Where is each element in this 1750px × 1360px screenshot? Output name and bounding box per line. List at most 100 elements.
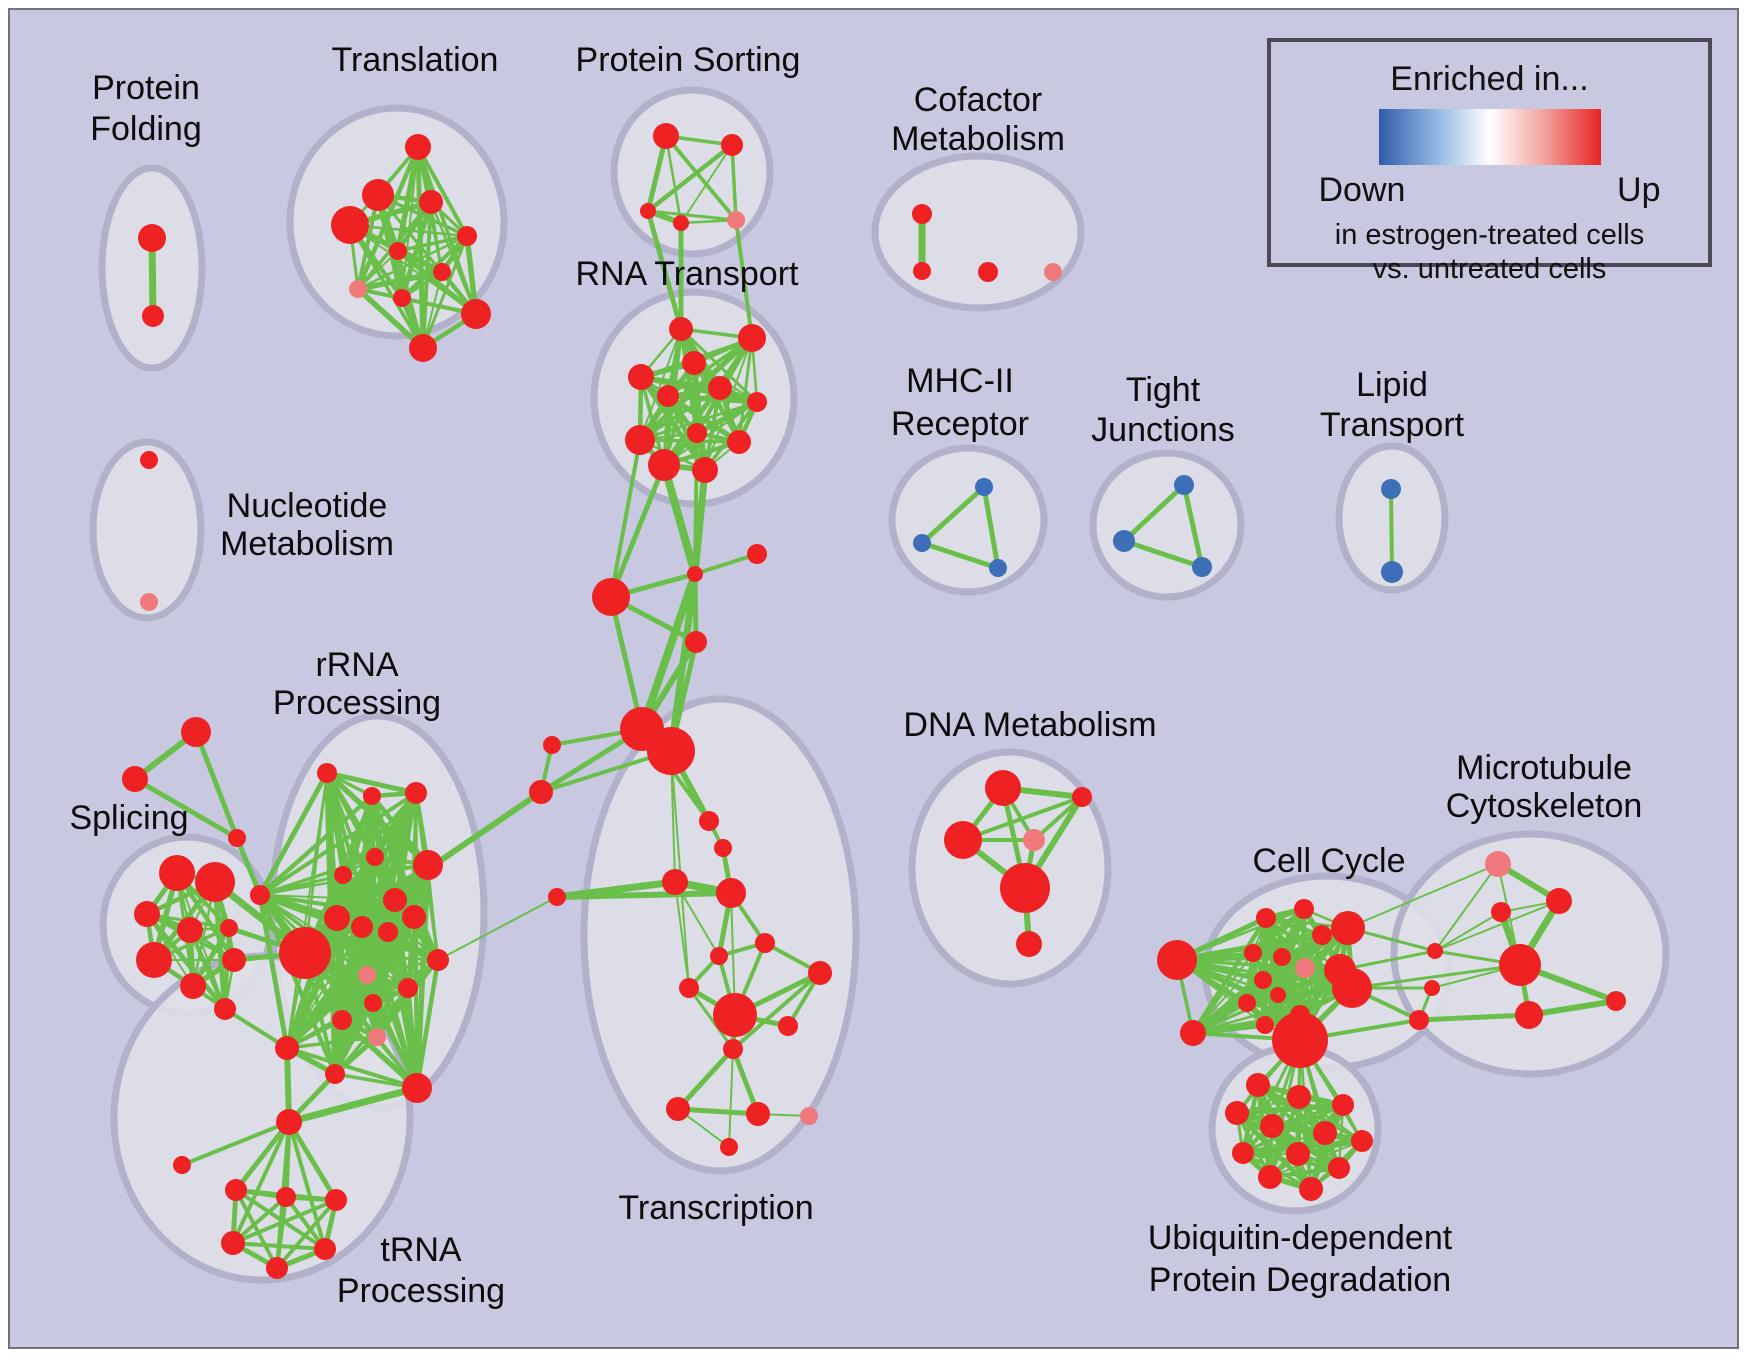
node-transcription-7 [713, 993, 757, 1037]
node-microtubule-cytoskeleton-0 [1485, 851, 1511, 877]
node-protein-sorting-4 [727, 211, 745, 229]
node-dna-metabolism-5 [1016, 931, 1042, 957]
network-edge [554, 890, 734, 900]
node-rna-transport-1 [738, 324, 766, 352]
node-splicing-8 [214, 998, 236, 1020]
network-edge [285, 1084, 421, 1126]
node-dna-metabolism-4 [1000, 863, 1050, 913]
node-mhc-ii-receptor-0 [975, 478, 993, 496]
network-edge [1175, 907, 1306, 962]
network-edge [675, 1046, 736, 1112]
node-cell-cycle-7 [1273, 948, 1291, 966]
network-edge [638, 400, 759, 442]
node-rrna-processing-17 [368, 1028, 386, 1046]
network-edge [180, 1120, 291, 1167]
node-translation-1 [362, 179, 394, 211]
network-edge [1191, 951, 1255, 1035]
node-rna-transport-3 [628, 364, 654, 390]
network-edge [608, 462, 667, 600]
network-edge [285, 958, 440, 1050]
network-edge [257, 793, 375, 898]
node-trna-processing-3 [276, 1187, 296, 1207]
node-trna-processing-7 [266, 1257, 288, 1279]
node-rrna-processing-6 [383, 888, 407, 912]
node-mid-chain-3 [685, 631, 707, 653]
node-cell-cycle-1 [1180, 1020, 1206, 1046]
node-rrna-processing-21 [325, 1064, 345, 1084]
network-edge [981, 484, 1001, 571]
network-edge [734, 218, 754, 340]
network-edge [234, 1188, 279, 1270]
node-trna-processing-4 [325, 1189, 347, 1211]
node-splicing-1 [195, 862, 235, 902]
node-trna-processing-5 [221, 1231, 245, 1255]
legend-gradient-bar [1378, 109, 1601, 165]
network-edge [687, 986, 735, 1051]
node-ubiquitin-degradation-5 [1313, 1121, 1337, 1145]
network-edge [730, 143, 738, 222]
network-edge [287, 1120, 327, 1251]
network-edge [396, 234, 469, 253]
node-mid-chain-6 [543, 736, 561, 754]
network-edge [144, 911, 228, 1012]
node-transcription-4 [755, 933, 775, 953]
node-tight-junctions-1 [1113, 530, 1135, 552]
node-splicing-satellite-0 [181, 717, 211, 747]
node-protein-folding-1 [142, 305, 164, 327]
node-ubiquitin-degradation-0 [1246, 1073, 1270, 1097]
network-edge [660, 461, 699, 578]
node-rrna-processing-14 [398, 978, 418, 998]
node-cofactor-metabolism-0 [912, 204, 932, 224]
protein-sorting-ellipse [610, 86, 774, 258]
node-transcription-3 [710, 947, 728, 965]
network-edge [285, 1035, 379, 1050]
network-edge [675, 1106, 761, 1117]
network-edge [1190, 915, 1269, 1036]
node-rrna-processing-7 [324, 905, 350, 931]
node-transcription-5 [808, 961, 832, 985]
node-mid-chain-7 [529, 780, 553, 804]
network-edge [1250, 932, 1325, 956]
microtubule-cytoskeleton-label: Microtubule Cytoskeleton [1446, 749, 1643, 825]
node-cell-cycle-8 [1295, 958, 1315, 978]
node-protein-sorting-3 [673, 215, 689, 231]
node-cell-cycle-10 [1254, 971, 1272, 989]
trna-processing-label: tRNA Processing [337, 1231, 505, 1310]
transcription-ellipse [580, 695, 860, 1175]
splicing-label: Splicing [69, 799, 188, 837]
node-cell-cycle-15 [1272, 1012, 1328, 1068]
legend-subtitle-line1: in estrogen-treated cells [1334, 219, 1645, 251]
network-edge [1347, 863, 1499, 929]
network-edge [259, 894, 396, 901]
node-dna-metabolism-1 [1072, 787, 1092, 807]
network-edge [1338, 949, 1437, 972]
network-edge [664, 134, 738, 222]
node-microtubule-cytoskeleton-3 [1499, 944, 1541, 986]
legend-title: Enriched in... [1390, 60, 1589, 98]
mhc-ii-receptor-label: MHC-II Receptor [891, 362, 1029, 443]
node-translation-7 [349, 280, 367, 298]
network-edge [1434, 911, 1502, 952]
node-microtubule-cytoskeleton-4 [1515, 1001, 1543, 1029]
node-rrna-processing-10 [402, 905, 426, 929]
node-mhc-ii-receptor-2 [989, 559, 1007, 577]
node-tight-junctions-2 [1192, 557, 1212, 577]
node-rrna-processing-1 [363, 787, 381, 805]
network-edge [231, 1120, 291, 1245]
cofactor-metabolism-ellipse [871, 152, 1085, 312]
protein-sorting-label: Protein Sorting [576, 41, 801, 79]
node-trna-processing-6 [314, 1238, 336, 1260]
node-microtubule-cytoskeleton-2 [1491, 902, 1511, 922]
network-edge [1121, 538, 1205, 570]
node-translation-5 [389, 242, 407, 260]
node-splicing-4 [220, 919, 238, 937]
network-edge [638, 438, 741, 444]
node-rna-transport-6 [747, 392, 767, 412]
node-lipid-transport-1 [1381, 561, 1403, 583]
node-splicing-3 [177, 917, 203, 943]
node-tight-junctions-0 [1174, 475, 1194, 495]
node-transcription-13 [720, 1138, 738, 1156]
network-edge [680, 144, 733, 224]
network-edge [223, 1007, 289, 1050]
legend-down-label: Down [1318, 171, 1406, 209]
